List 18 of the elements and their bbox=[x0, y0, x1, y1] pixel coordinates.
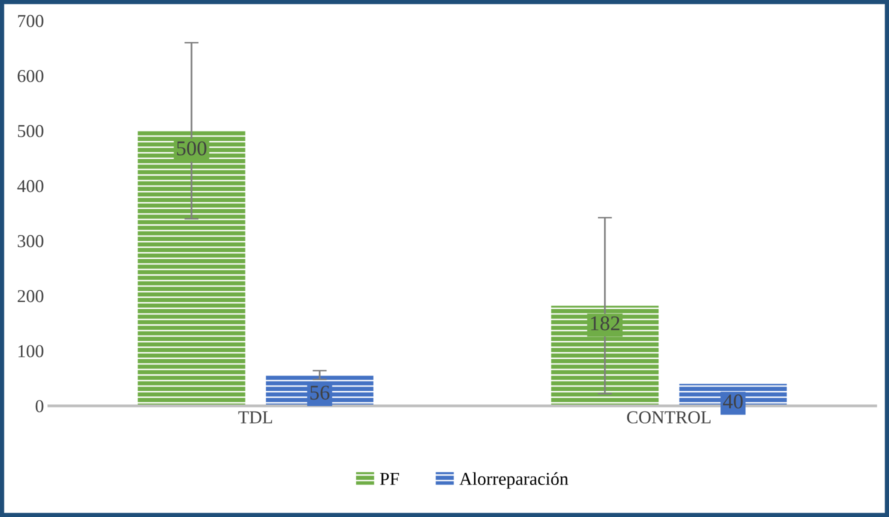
y-tick-label: 0 bbox=[36, 400, 44, 412]
y-tick-label: 100 bbox=[18, 345, 44, 358]
y-tick-label: 700 bbox=[18, 14, 44, 28]
x-tick-label: TDL bbox=[238, 411, 272, 424]
y-tick-label: 300 bbox=[18, 235, 44, 248]
x-tick-label: CONTROL bbox=[627, 411, 711, 424]
legend-label: Alorreparación bbox=[459, 472, 568, 489]
bar bbox=[551, 306, 659, 406]
data-label: 182 bbox=[591, 316, 620, 330]
data-label: 40 bbox=[723, 394, 743, 408]
y-tick-label: 600 bbox=[18, 70, 44, 82]
data-label: 56 bbox=[310, 386, 330, 400]
data-label: 500 bbox=[177, 141, 206, 156]
y-tick-label: 200 bbox=[18, 290, 44, 302]
y-tick-label: 400 bbox=[17, 180, 44, 192]
legend-label: PF bbox=[380, 472, 399, 485]
y-tick-label: 500 bbox=[18, 124, 44, 138]
bar bbox=[138, 130, 246, 406]
